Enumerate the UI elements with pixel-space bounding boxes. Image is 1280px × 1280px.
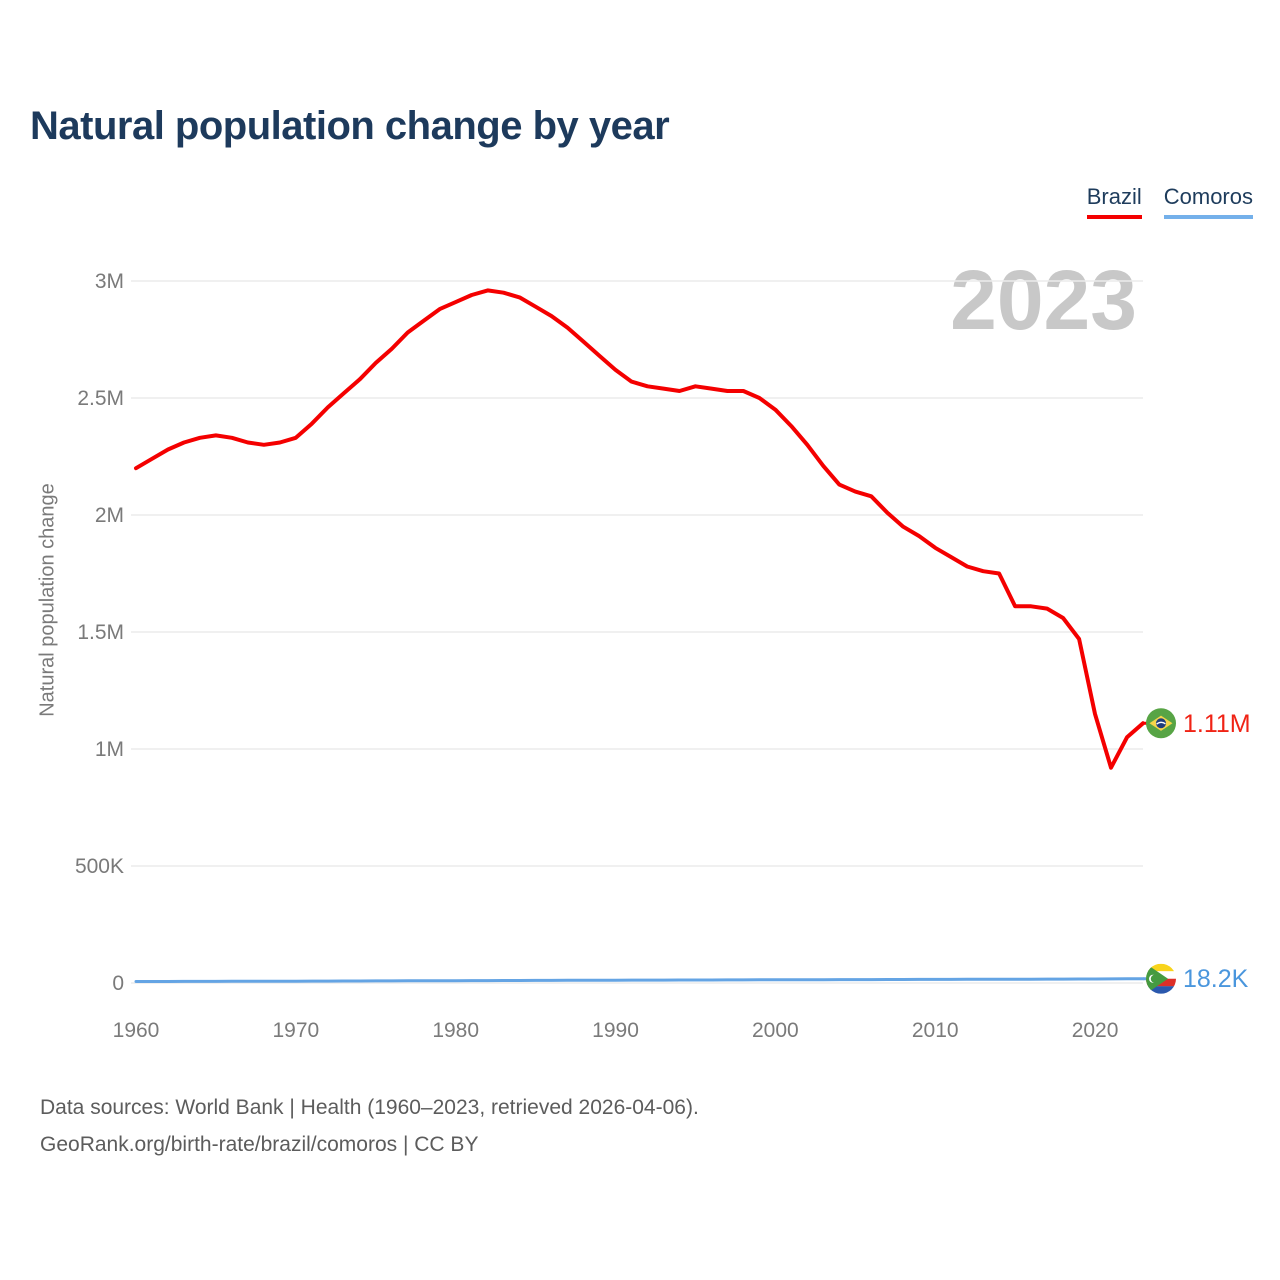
footer-link-line: GeoRank.org/birth-rate/brazil/comoros | … bbox=[40, 1132, 479, 1156]
y-tick-label: 3M bbox=[95, 270, 124, 293]
x-tick-label: 2020 bbox=[1072, 1019, 1119, 1042]
y-tick-label: 2.5M bbox=[77, 387, 124, 410]
page-title: Natural population change by year bbox=[30, 104, 670, 148]
legend-item-comoros[interactable]: Comoros bbox=[1163, 184, 1253, 219]
year-watermark: 2023 bbox=[950, 253, 1137, 347]
y-tick-label: 1M bbox=[95, 738, 124, 761]
x-tick-label: 2010 bbox=[912, 1019, 959, 1042]
x-tick-label: 1960 bbox=[113, 1019, 160, 1042]
legend-item-brazil[interactable]: Brazil bbox=[1086, 184, 1142, 219]
x-tick-label: 1970 bbox=[272, 1019, 319, 1042]
x-tick-label: 1990 bbox=[592, 1019, 639, 1042]
footer-source-line: Data sources: World Bank | Health (1960–… bbox=[40, 1096, 699, 1119]
comoros-line[interactable] bbox=[134, 977, 1145, 983]
legend: Brazil Comoros bbox=[1086, 184, 1253, 219]
y-tick-label: 1.5M bbox=[77, 621, 124, 644]
footer: Data sources: World Bank | Health (1960–… bbox=[40, 1090, 699, 1164]
x-tick-label: 1980 bbox=[432, 1019, 479, 1042]
brazil-end-value: 1.11M bbox=[1183, 710, 1251, 738]
y-tick-label: 500K bbox=[75, 855, 124, 878]
gridlines bbox=[131, 280, 1143, 984]
y-tick-label: 2M bbox=[95, 504, 124, 527]
x-tick-label: 2000 bbox=[752, 1019, 799, 1042]
brazil-flag-icon bbox=[1146, 708, 1176, 739]
comoros-end-value: 18.2K bbox=[1183, 965, 1249, 993]
comoros-flag-icon bbox=[1146, 963, 1176, 994]
x-tick-labels: 1960 1970 1980 1990 2000 2010 2020 bbox=[113, 1019, 1119, 1042]
brazil-line[interactable] bbox=[134, 288, 1145, 770]
y-tick-label: 0 bbox=[112, 972, 124, 995]
y-tick-labels: 0 500K 1M 1.5M 2M 2.5M 3M bbox=[75, 270, 124, 995]
